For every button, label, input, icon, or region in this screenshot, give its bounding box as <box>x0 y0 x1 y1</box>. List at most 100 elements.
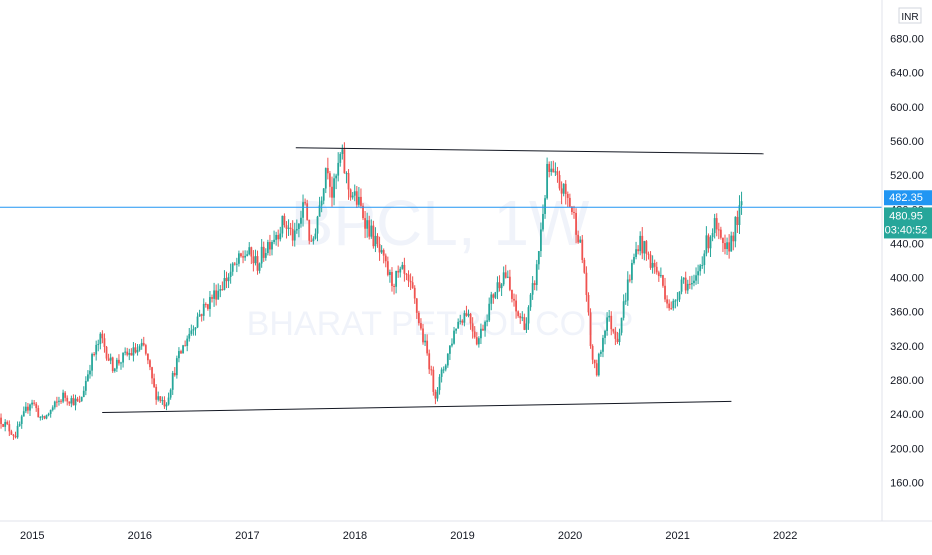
candle-body <box>248 247 251 255</box>
candle-body <box>542 213 544 230</box>
candle-body <box>283 215 286 226</box>
candle-body <box>337 162 340 176</box>
candle-body <box>51 407 54 410</box>
candle-body <box>401 264 404 269</box>
candle-body <box>366 220 369 229</box>
candle-body <box>529 294 532 308</box>
candle-body <box>513 298 515 301</box>
candle-body <box>180 351 182 354</box>
candle-body <box>341 149 344 155</box>
candle-body <box>554 171 557 173</box>
candle-body <box>395 270 398 287</box>
candle-body <box>471 323 474 332</box>
candle-body <box>703 253 706 266</box>
candle-body <box>597 353 600 376</box>
candle-body <box>304 202 307 204</box>
candle-body <box>351 195 354 198</box>
candle-body <box>194 327 197 330</box>
price-labels: INR 482.35 480.95 03:40:52 <box>884 7 932 239</box>
candle-body <box>64 392 67 398</box>
candle-body <box>326 168 329 174</box>
candle-body <box>124 351 127 353</box>
trendline-resistance[interactable] <box>295 147 764 155</box>
price-axis[interactable]: 160.00 200.00 240.00 280.00 320.00 360.00 400.… <box>890 33 924 489</box>
candle-body <box>566 194 569 198</box>
y-tick-label: 440.00 <box>890 238 924 250</box>
candle-body <box>448 345 451 354</box>
candle-body <box>684 277 687 291</box>
candle-body <box>568 197 571 207</box>
candle-body <box>504 272 507 278</box>
candle-body <box>616 338 619 343</box>
candle-body <box>0 417 2 424</box>
candle-body <box>27 406 29 411</box>
candle-body <box>244 255 247 258</box>
candle-body <box>206 304 209 309</box>
candle-body <box>626 279 629 301</box>
candle-body <box>6 421 9 425</box>
candle-body <box>72 398 75 406</box>
candle-body <box>595 363 598 376</box>
candle-body <box>374 235 377 247</box>
candle-body <box>140 342 143 347</box>
candle-body <box>610 315 613 330</box>
candle-body <box>709 237 712 249</box>
x-tick-label: 2021 <box>665 530 689 542</box>
candle-body <box>196 316 199 328</box>
candle-body <box>95 344 98 355</box>
candle-body <box>41 416 44 418</box>
candle-body <box>320 200 323 206</box>
candle-body <box>169 389 172 398</box>
last-price-label: 480.95 <box>889 210 923 222</box>
candle-body <box>722 237 724 244</box>
candle-body <box>370 225 373 237</box>
x-tick-label: 2017 <box>235 530 259 542</box>
candle-body <box>49 409 52 414</box>
trendlines-layer[interactable] <box>102 147 764 414</box>
candle-body <box>155 386 158 400</box>
candle-body <box>426 340 429 354</box>
candle-body <box>556 171 559 176</box>
candle-body <box>444 365 447 370</box>
candle-body <box>502 272 505 285</box>
candle-body <box>649 254 652 268</box>
candle-body <box>628 279 631 281</box>
candle-body <box>362 205 364 219</box>
candle-body <box>360 196 362 206</box>
candle-body <box>581 239 584 260</box>
candle-body <box>221 289 224 291</box>
candle-body <box>82 390 85 398</box>
candle-body <box>587 294 590 313</box>
candle-body <box>655 266 658 273</box>
time-axis[interactable]: 2015 2016 2017 2018 2019 2020 2021 2022 <box>20 530 797 542</box>
trendline-support[interactable] <box>102 400 732 414</box>
candle-body <box>200 314 203 316</box>
watermark: BPCL, 1W BHARAT PETROL CORP <box>247 187 634 343</box>
candle-body <box>312 238 315 242</box>
candle-body <box>335 175 338 179</box>
candle-body <box>99 333 102 344</box>
candle-body <box>544 198 546 214</box>
candle-body <box>666 299 668 304</box>
candle-body <box>643 241 646 254</box>
candle-body <box>91 354 93 371</box>
candle-body <box>103 338 106 347</box>
last-price-label-box <box>884 207 932 239</box>
candle-body <box>14 435 17 438</box>
candle-body <box>442 369 445 371</box>
candle-body <box>558 175 561 189</box>
watermark-name: BHARAT PETROL CORP <box>247 305 634 343</box>
candle-body <box>101 333 104 339</box>
candle-body <box>668 303 671 309</box>
candle-body <box>380 250 383 253</box>
candle-body <box>339 154 342 163</box>
x-tick-label: 2019 <box>450 530 474 542</box>
y-tick-label: 360.00 <box>890 307 924 319</box>
candle-body <box>486 320 489 322</box>
candle-body <box>171 373 174 390</box>
candle-body <box>515 300 517 312</box>
candle-body <box>258 263 261 271</box>
candle-body <box>209 297 211 309</box>
